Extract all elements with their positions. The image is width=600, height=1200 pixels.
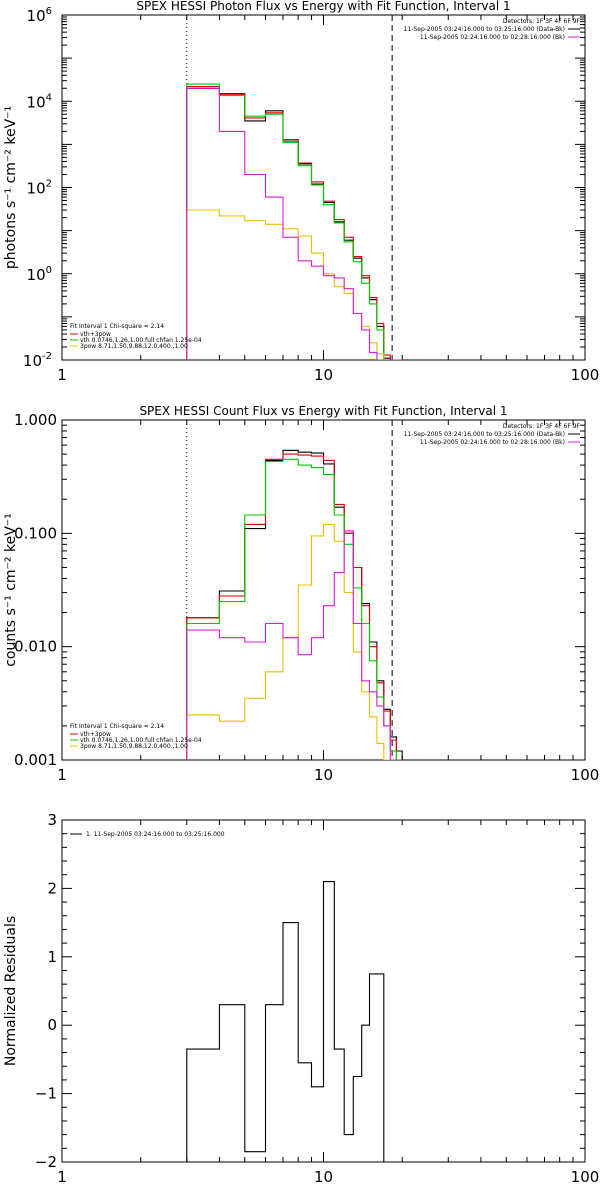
y-tick-label: −2 xyxy=(35,1153,57,1171)
x-tick-label: 10 xyxy=(314,766,333,784)
series-residuals-line xyxy=(186,881,391,1162)
series-bk-line xyxy=(186,87,403,360)
legend-entry-text: 11-Sep-2005 02:24:16.000 to 02:28:16.000… xyxy=(420,34,565,41)
legend-entry-text: 1. 11-Sep-2005 03:24:16.000 to 03:25:16.… xyxy=(86,831,225,838)
legend-fit-entry: vth+3pow xyxy=(80,731,111,738)
legend-detectors: Detectors: 1F 3F 4F 6F 9F xyxy=(503,423,581,430)
y-tick-label: 1 xyxy=(47,948,57,966)
legend-entry-text: 11-Sep-2005 03:24:16.000 to 03:25:16.000… xyxy=(404,431,565,438)
y-axis-label: photons s⁻¹ cm⁻² keV⁻¹ xyxy=(3,106,19,269)
chart-panel-3: 1 10 100 −2 −1 0 1 2 3 Normalized Residuals 1. 11-… xyxy=(3,811,599,1186)
y-tick-label: 3 xyxy=(47,811,57,829)
x-tick-label: 10 xyxy=(314,1168,333,1186)
y-axis-label: Normalized Residuals xyxy=(3,916,19,1066)
y-tick-label: 0.010 xyxy=(14,638,57,656)
series-bk-line xyxy=(186,530,403,760)
legend-fit-header: Fit Interval 1 Chi-square = 2.14 xyxy=(70,723,164,730)
y-tick-label: 104 xyxy=(27,92,52,111)
x-tick-label: 100 xyxy=(571,366,600,384)
legend-fit-entry: vth 0.0746,1.26,1.00 full chfan 1.25e-04 xyxy=(80,737,202,744)
legend-entry-text: 11-Sep-2005 03:24:16.000 to 03:25:16.000… xyxy=(404,26,565,33)
legend-fit-entry: 3pow 8.71,1.50,9.88,12.0,400.,1.00 xyxy=(80,343,188,350)
x-tick-label: 100 xyxy=(571,766,600,784)
series-data-bk-line xyxy=(186,449,403,760)
y-tick-label: 0 xyxy=(47,1016,57,1034)
y-tick-label: 102 xyxy=(27,179,52,198)
y-axis-label: counts s⁻¹ cm⁻² keV⁻¹ xyxy=(3,513,19,667)
y-tick-label: 106 xyxy=(27,6,52,25)
chart-title: SPEX HESSI Photon Flux vs Energy with Fi… xyxy=(136,0,510,13)
x-tick-label: 1 xyxy=(57,1168,67,1186)
legend-fit-entry: 3pow 8.71,1.50,9.88,12.0,400.,1.00 xyxy=(80,743,188,750)
series-3pow-line xyxy=(186,523,403,760)
y-tick-label: 10-2 xyxy=(23,351,52,370)
legend-fit-header: Fit Interval 1 Chi-square = 2.14 xyxy=(70,323,164,330)
x-tick-label: 10 xyxy=(314,366,333,384)
chart-panel-1: SPEX HESSI Photon Flux vs Energy with Fi… xyxy=(3,0,599,384)
y-tick-label: 100 xyxy=(27,265,52,284)
chart-title: SPEX HESSI Count Flux vs Energy with Fit… xyxy=(139,404,507,418)
y-tick-label: −1 xyxy=(35,1085,57,1103)
y-tick-label: 1.000 xyxy=(14,411,57,429)
legend-detectors: Detectors: 1F 3F 4F 6F 9F xyxy=(503,18,581,25)
legend-fit-entry: vth+3pow xyxy=(80,331,111,338)
y-tick-label: 0.100 xyxy=(14,524,57,542)
y-tick-label: 2 xyxy=(47,879,57,897)
series-vth-line xyxy=(186,83,403,360)
chart-panel-2: SPEX HESSI Count Flux vs Energy with Fit… xyxy=(3,404,599,784)
legend-fit-entry: vth 0.0746,1.26,1.00 full chfan 1.25e-04 xyxy=(80,337,202,344)
x-tick-label: 100 xyxy=(571,1168,600,1186)
x-tick-label: 1 xyxy=(57,766,67,784)
series-3pow-line xyxy=(186,209,403,360)
legend-entry-text: 11-Sep-2005 02:24:16.000 to 02:28:16.000… xyxy=(420,439,565,446)
y-tick-label: 0.001 xyxy=(14,751,57,769)
x-tick-label: 1 xyxy=(57,366,67,384)
